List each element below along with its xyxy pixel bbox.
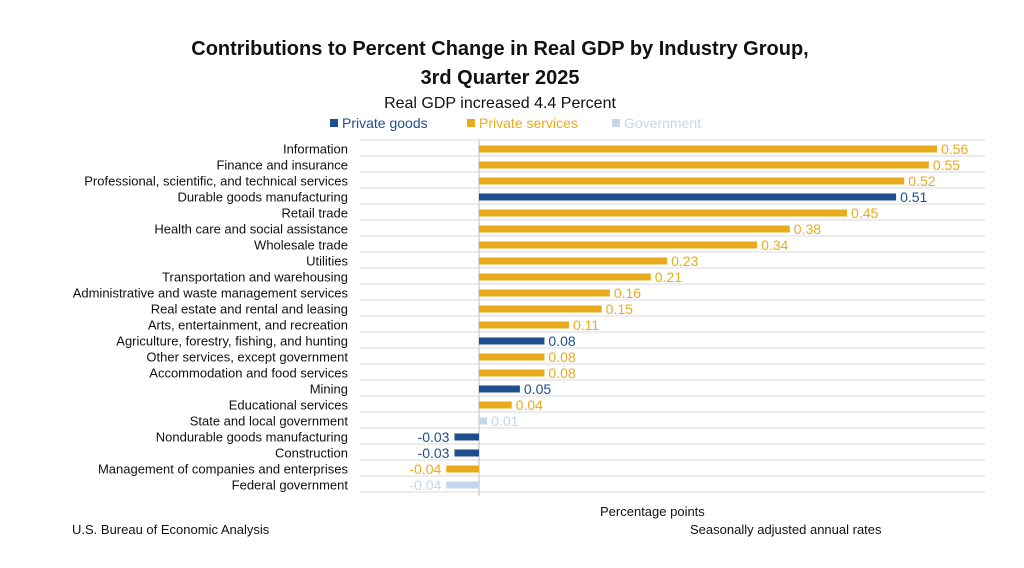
category-label: Health care and social assistance: [154, 222, 348, 237]
data-label: 0.01: [491, 413, 518, 429]
data-label: 0.21: [655, 269, 682, 285]
category-label: Utilities: [306, 254, 348, 269]
data-label: 0.04: [516, 397, 543, 413]
category-label: Durable goods manufacturing: [177, 190, 348, 205]
bar: [479, 177, 905, 185]
category-label: Real estate and rental and leasing: [151, 302, 348, 317]
data-label: 0.56: [941, 141, 968, 157]
legend-swatch-services: [467, 119, 475, 127]
legend-label-government: Government: [624, 115, 701, 131]
category-label: State and local government: [190, 414, 349, 429]
bar: [479, 337, 545, 345]
bar: [479, 161, 929, 169]
bar: [479, 273, 651, 281]
bar: [479, 321, 569, 329]
bar: [479, 145, 937, 153]
legend-label-services: Private services: [479, 115, 578, 131]
category-label: Construction: [275, 446, 348, 461]
data-label: 0.52: [908, 173, 935, 189]
bar: [479, 401, 512, 409]
category-label: Administrative and waste management serv…: [73, 286, 349, 301]
bar: [454, 433, 479, 441]
data-label: 0.08: [548, 349, 575, 365]
bar: [479, 193, 897, 201]
bar: [454, 449, 479, 457]
category-label: Agriculture, forestry, fishing, and hunt…: [116, 334, 348, 349]
data-label: -0.03: [418, 429, 450, 445]
chart-title-line-1: Contributions to Percent Change in Real …: [191, 38, 809, 60]
data-label: -0.04: [409, 477, 441, 493]
category-label: Finance and insurance: [216, 158, 348, 173]
data-label: 0.51: [900, 189, 927, 205]
data-label: 0.05: [524, 381, 551, 397]
category-label: Nondurable goods manufacturing: [156, 430, 348, 445]
x-axis-label: Percentage points: [600, 504, 705, 519]
category-label: Information: [283, 142, 348, 157]
category-label: Wholesale trade: [254, 238, 348, 253]
data-label: 0.55: [933, 157, 960, 173]
bar: [479, 225, 790, 233]
data-label: -0.04: [409, 461, 441, 477]
bar: [479, 305, 602, 313]
data-label: 0.16: [614, 285, 641, 301]
bar: [479, 257, 668, 265]
legend-swatch-government: [612, 119, 620, 127]
category-label: Federal government: [232, 478, 349, 493]
bar: [479, 289, 610, 297]
chart-title-line-2: 3rd Quarter 2025: [420, 67, 580, 89]
data-label: 0.15: [606, 301, 633, 317]
bar: [479, 353, 545, 361]
category-label: Mining: [310, 382, 348, 397]
category-label: Retail trade: [282, 206, 348, 221]
data-label: 0.08: [548, 365, 575, 381]
category-label: Transportation and warehousing: [162, 270, 348, 285]
data-label: 0.34: [761, 237, 788, 253]
legend-swatch-goods: [330, 119, 338, 127]
bar: [446, 465, 479, 473]
bar: [479, 385, 520, 393]
bar: [479, 241, 758, 249]
category-label: Management of companies and enterprises: [98, 462, 349, 477]
legend-label-goods: Private goods: [342, 115, 428, 131]
data-label: 0.23: [671, 253, 698, 269]
source-note: U.S. Bureau of Economic Analysis: [72, 522, 270, 537]
data-label: 0.45: [851, 205, 878, 221]
data-label: 0.38: [794, 221, 821, 237]
bar: [479, 417, 488, 425]
category-label: Arts, entertainment, and recreation: [148, 318, 348, 333]
data-label: -0.03: [418, 445, 450, 461]
bar: [479, 209, 848, 217]
rates-note: Seasonally adjusted annual rates: [690, 522, 882, 537]
data-label: 0.08: [548, 333, 575, 349]
data-label: 0.11: [573, 317, 599, 333]
category-label: Educational services: [229, 398, 349, 413]
category-label: Other services, except government: [146, 350, 348, 365]
category-label: Accommodation and food services: [149, 366, 348, 381]
bar: [446, 481, 479, 489]
bar: [479, 369, 545, 377]
category-label: Professional, scientific, and technical …: [84, 174, 348, 189]
chart-subtitle: Real GDP increased 4.4 Percent: [384, 95, 616, 112]
